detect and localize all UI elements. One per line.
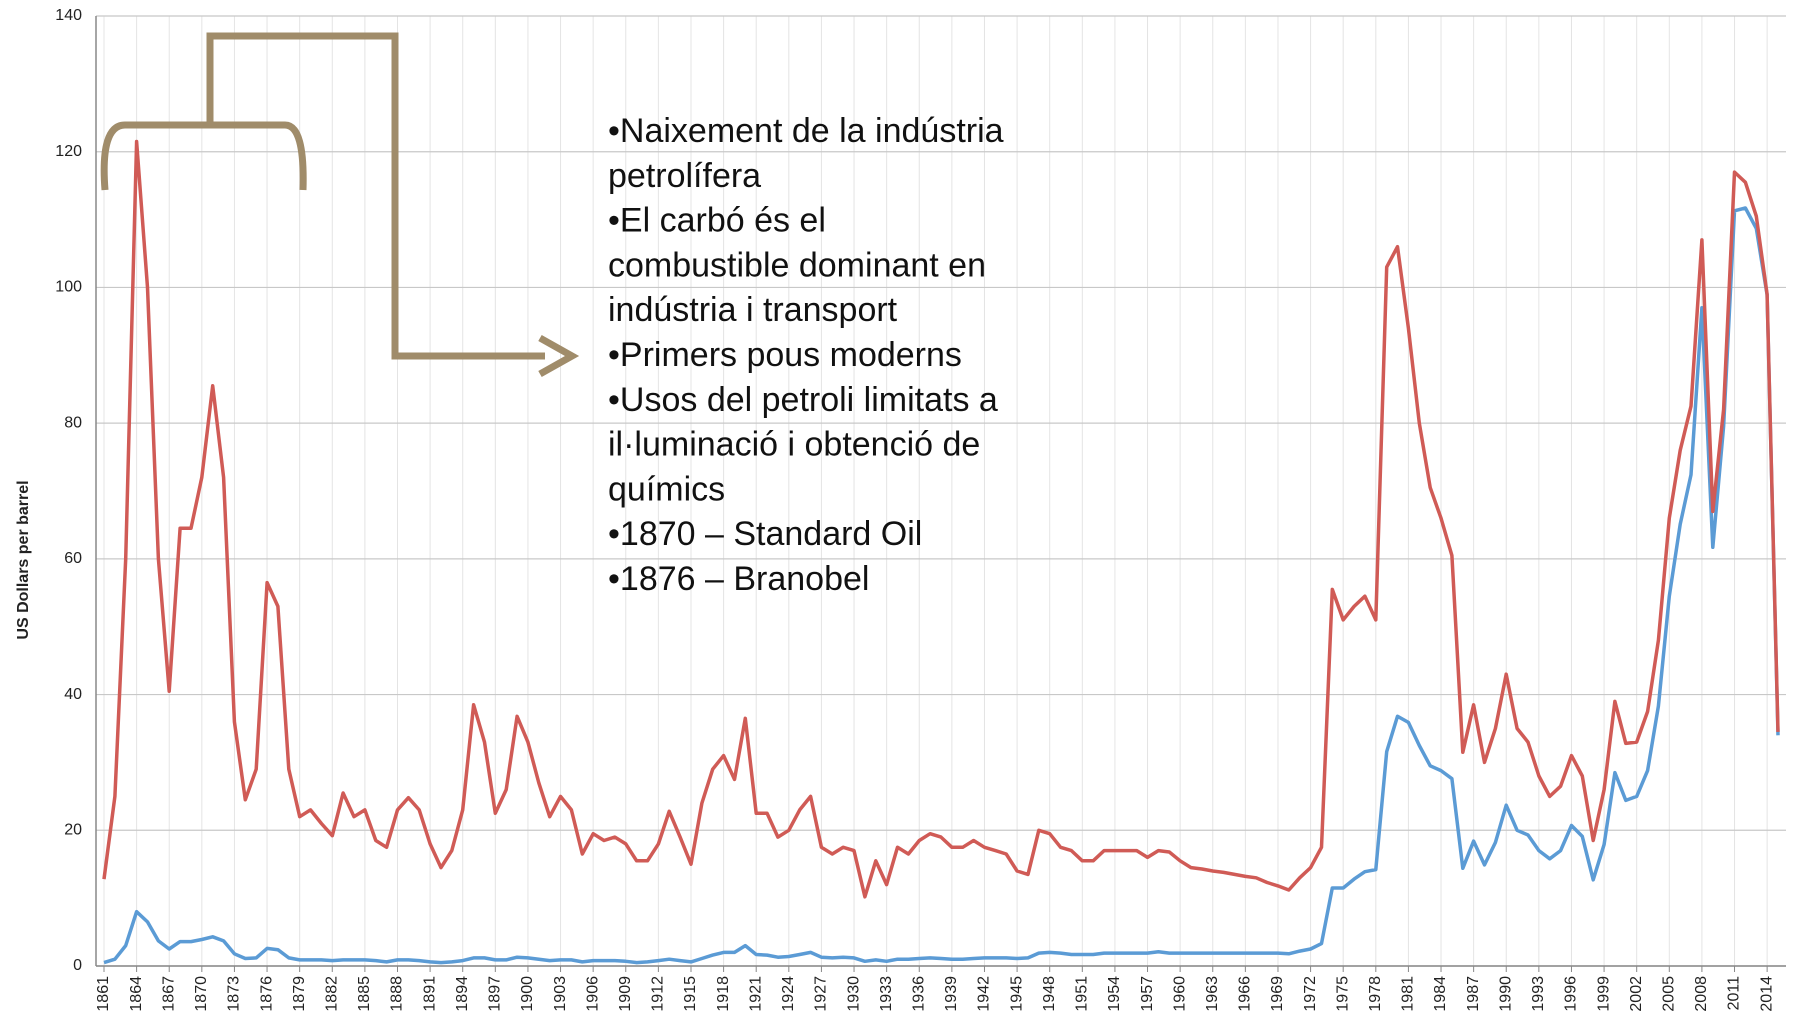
x-tick-label: 1909 bbox=[617, 976, 634, 1012]
x-tick-label: 1933 bbox=[878, 976, 895, 1012]
x-tick-label: 1996 bbox=[1563, 976, 1580, 1012]
x-tick-label: 1990 bbox=[1497, 976, 1514, 1012]
x-tick-label: 1891 bbox=[421, 976, 438, 1012]
x-tick-label: 1999 bbox=[1595, 976, 1612, 1012]
x-tick-label: 1993 bbox=[1530, 976, 1547, 1012]
y-axis-label: US Dollars per barrel bbox=[15, 480, 32, 639]
x-tick-label: 1918 bbox=[715, 976, 732, 1012]
x-tick-label: 1969 bbox=[1269, 976, 1286, 1012]
x-tick-label: 2005 bbox=[1661, 976, 1678, 1012]
x-tick-label: 1861 bbox=[95, 976, 112, 1012]
x-tick-label: 1885 bbox=[356, 976, 373, 1012]
annotation-line: il·luminació i obtenció de bbox=[608, 426, 980, 464]
x-tick-label: 1966 bbox=[1237, 976, 1254, 1012]
x-tick-label: 1945 bbox=[1008, 976, 1025, 1012]
x-tick-label: 1936 bbox=[910, 976, 927, 1012]
annotation-line: petrolífera bbox=[608, 157, 761, 195]
curly-bracket bbox=[100, 121, 307, 191]
x-tick-label: 1960 bbox=[1171, 976, 1188, 1012]
series-line bbox=[102, 139, 1780, 899]
x-tick-label: 1930 bbox=[845, 976, 862, 1012]
connector bbox=[206, 32, 545, 360]
x-tick-label: 1900 bbox=[519, 976, 536, 1012]
annotation-line: •1870 – Standard Oil bbox=[608, 515, 922, 553]
x-tick-label: 2008 bbox=[1693, 976, 1710, 1012]
x-tick-label: 1879 bbox=[291, 976, 308, 1012]
y-tick-label: 0 bbox=[73, 957, 82, 974]
x-tick-label: 1873 bbox=[226, 976, 243, 1012]
x-tick-label: 1963 bbox=[1204, 976, 1221, 1012]
x-tick-label: 1921 bbox=[747, 976, 764, 1012]
x-tick-label: 1978 bbox=[1367, 976, 1384, 1012]
x-tick-label: 1987 bbox=[1465, 976, 1482, 1012]
y-tick-label: 80 bbox=[64, 414, 82, 431]
x-tick-label: 1927 bbox=[813, 976, 830, 1012]
x-tick-label: 1912 bbox=[650, 976, 667, 1012]
x-tick-label: 1975 bbox=[1334, 976, 1351, 1012]
x-tick-label: 2002 bbox=[1628, 976, 1645, 1012]
arrow-head bbox=[538, 334, 580, 378]
annotation-line: •Naixement de la indústria bbox=[608, 112, 1004, 150]
x-tick-label: 1870 bbox=[193, 976, 210, 1012]
x-tick-label: 1882 bbox=[323, 976, 340, 1012]
x-tick-label: 1897 bbox=[487, 976, 504, 1012]
annotation-line: químics bbox=[608, 470, 725, 508]
annotation-line: •Usos del petroli limitats a bbox=[608, 381, 998, 419]
x-tick-label: 1939 bbox=[943, 976, 960, 1012]
annotation-line: combustible dominant en bbox=[608, 246, 986, 284]
annotation-line: •El carbó és el bbox=[608, 202, 826, 240]
annotation-line: •Primers pous moderns bbox=[608, 336, 962, 374]
bracket-arrow bbox=[100, 32, 580, 378]
x-tick-label: 1984 bbox=[1432, 976, 1449, 1012]
annotation-line: •1876 – Branobel bbox=[608, 560, 869, 598]
x-tick-label: 1903 bbox=[552, 976, 569, 1012]
x-tick-label: 1924 bbox=[780, 976, 797, 1012]
x-tick-label: 2014 bbox=[1758, 976, 1775, 1012]
y-tick-label: 20 bbox=[64, 822, 82, 839]
y-tick-label: 120 bbox=[55, 143, 82, 160]
y-tick-label: 40 bbox=[64, 686, 82, 703]
x-tick-label: 1954 bbox=[1106, 976, 1123, 1012]
x-tick-label: 1942 bbox=[976, 976, 993, 1012]
x-tick-label: 1876 bbox=[258, 976, 275, 1012]
x-tick-label: 1864 bbox=[128, 976, 145, 1012]
x-tick-label: 1915 bbox=[682, 976, 699, 1012]
x-tick-label: 1972 bbox=[1302, 976, 1319, 1012]
x-tick-label: 1948 bbox=[1041, 976, 1058, 1012]
y-tick-label: 140 bbox=[55, 7, 82, 24]
series-line bbox=[103, 206, 1780, 965]
y-tick-label: 100 bbox=[55, 279, 82, 296]
x-tick-label: 2011 bbox=[1726, 976, 1743, 1011]
grid bbox=[96, 15, 1786, 967]
x-tick-label: 1951 bbox=[1074, 976, 1091, 1012]
x-tick-label: 1981 bbox=[1400, 976, 1417, 1012]
y-tick-label: 60 bbox=[64, 550, 82, 567]
x-tick-label: 1957 bbox=[1139, 976, 1156, 1012]
x-tick-label: 1906 bbox=[584, 976, 601, 1012]
x-tick-label: 1894 bbox=[454, 976, 471, 1012]
x-tick-label: 1888 bbox=[389, 976, 406, 1012]
x-tick-label: 1867 bbox=[160, 976, 177, 1012]
annotation-line: indústria i transport bbox=[608, 291, 898, 329]
